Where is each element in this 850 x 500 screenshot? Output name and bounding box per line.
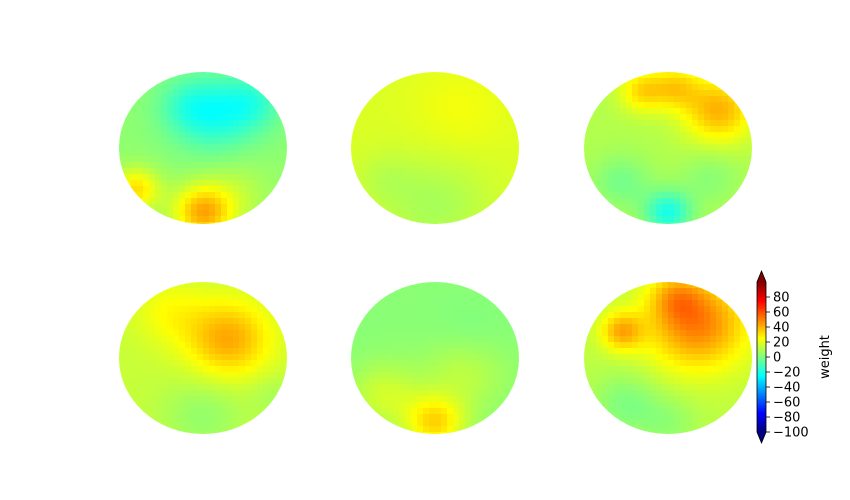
colorbar-tick-label: 20 xyxy=(773,336,790,351)
colorbar-extend-min xyxy=(757,432,766,443)
colorbar-tick-label: −20 xyxy=(773,366,800,381)
colorbar-label: weight xyxy=(818,335,833,379)
colorbar-tick-label: −100 xyxy=(773,426,809,441)
topomap-grid xyxy=(119,72,752,434)
colorbar-tick-label: 60 xyxy=(773,306,790,321)
colorbar-tick-label: −80 xyxy=(773,411,800,426)
colorbar-tick-label: −60 xyxy=(773,396,800,411)
colorbar-tick-label: 80 xyxy=(773,291,790,306)
colorbar-gradient xyxy=(756,269,767,445)
topomap-6 xyxy=(584,282,752,434)
colorbar-tick-label: 0 xyxy=(773,351,781,366)
topomap-4 xyxy=(119,282,287,434)
topomap-2 xyxy=(351,72,519,224)
colorbar-extend-max xyxy=(757,271,766,282)
colorbar-tick-label: −40 xyxy=(773,381,800,396)
topomap-1 xyxy=(119,72,287,224)
topomap-3 xyxy=(584,72,752,224)
topomap-5 xyxy=(351,282,519,434)
colorbar-tick-label: 40 xyxy=(773,321,790,336)
